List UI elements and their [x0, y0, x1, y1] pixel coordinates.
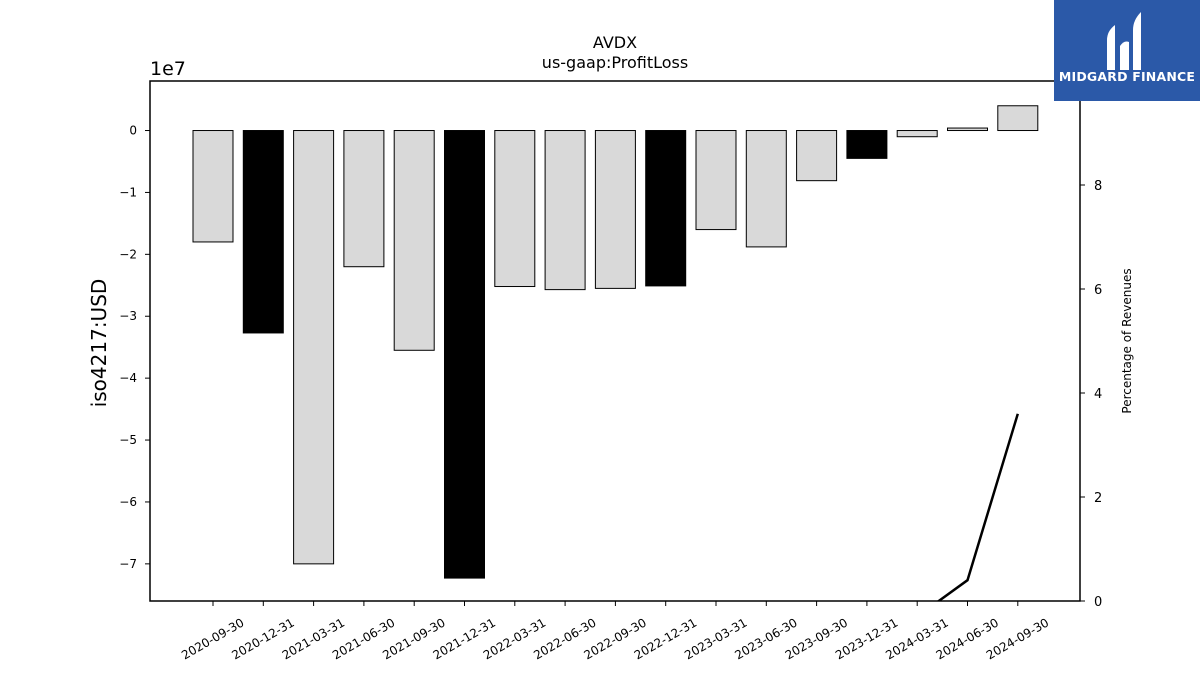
bar-2023-09-30 [796, 130, 838, 182]
y2-tick-label: 0 [1094, 595, 1102, 610]
bar-2021-06-30 [343, 130, 385, 268]
y2-tick-label: 2 [1094, 491, 1102, 506]
percentage-line [936, 413, 1019, 601]
midgard-logo-icon [1107, 12, 1141, 70]
bar-2022-12-31 [645, 130, 687, 287]
bar-2021-09-30 [393, 130, 435, 351]
bar-2020-09-30 [192, 130, 234, 243]
bar-2023-06-30 [745, 130, 787, 248]
y-tick-label: −1 [119, 185, 137, 199]
bar-2023-03-31 [695, 130, 737, 231]
plot-frame [149, 80, 1081, 602]
y-tick-label: −4 [119, 371, 137, 385]
midgard-finance-logo: MIDGARD FINANCE [1054, 0, 1200, 101]
y-axis-label: iso4217:USD [87, 279, 111, 408]
y-tick-label: −7 [119, 557, 137, 571]
y-tick-label: 0 [129, 124, 137, 138]
bar-2024-09-30 [997, 105, 1039, 132]
bar-2021-12-31 [444, 130, 485, 579]
y2-tick-label: 4 [1094, 387, 1102, 402]
bar-2020-12-31 [242, 130, 284, 334]
y-tick-label: −6 [119, 495, 137, 509]
y-tick-label: −3 [119, 309, 137, 323]
bar-2022-03-31 [494, 130, 536, 288]
chart-title: AVDX [593, 33, 637, 52]
bar-2024-03-31 [896, 130, 938, 138]
y-offset-label: 1e7 [150, 58, 186, 80]
y2-tick-label: 6 [1094, 283, 1102, 298]
logo-name: MIDGARD FINANCE [1058, 69, 1196, 84]
bar-2023-12-31 [846, 130, 888, 159]
y-tick-label: −2 [119, 247, 137, 261]
y-tick-label: −5 [119, 433, 137, 447]
chart-subtitle: us-gaap:ProfitLoss [542, 53, 688, 72]
bar-2022-06-30 [544, 130, 586, 291]
bar-2022-09-30 [594, 130, 636, 289]
bar-2021-03-31 [293, 130, 335, 565]
y2-axis-label: Percentage of Revenues [1120, 268, 1134, 413]
bars [192, 105, 1039, 579]
percentage-line-layer [936, 413, 1019, 601]
y2-tick-label: 8 [1094, 179, 1102, 194]
bar-2024-06-30 [947, 127, 988, 132]
